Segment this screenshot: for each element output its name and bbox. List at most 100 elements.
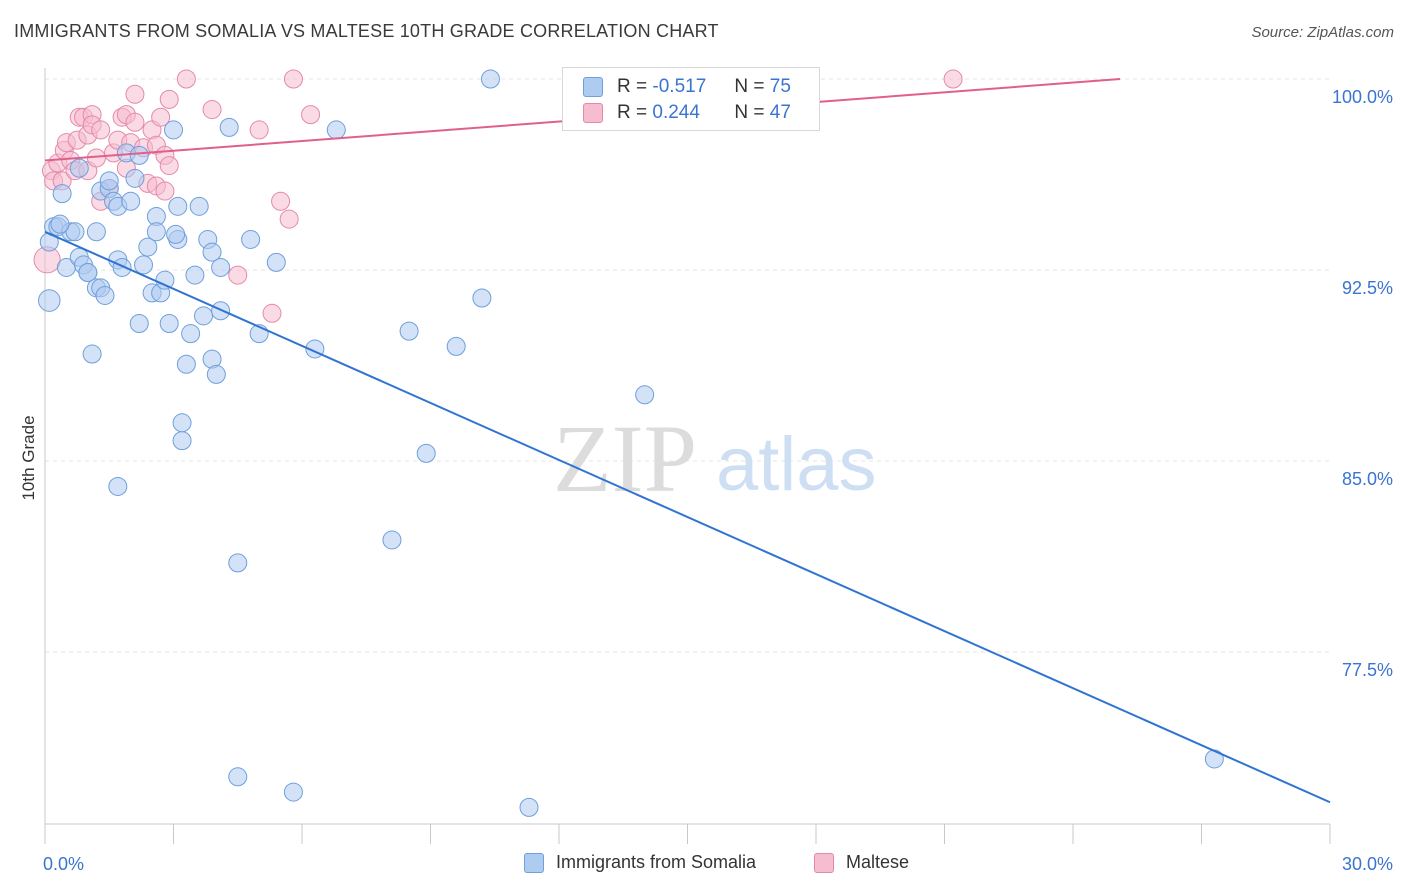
maltese-point [943, 69, 963, 89]
somalia-point [193, 306, 213, 326]
maltese-point [151, 107, 171, 127]
somalia-point [382, 530, 402, 550]
somalia-point [138, 237, 158, 257]
legend-row-somalia: R = -0.517 N = 75 [583, 75, 791, 99]
maltese-point [249, 120, 269, 140]
maltese-point [301, 105, 321, 125]
maltese-legend-label: Maltese [846, 852, 910, 872]
maltese-point [159, 156, 179, 176]
n-value-maltese: 47 [769, 102, 791, 123]
somalia-point [480, 69, 500, 89]
maltese-point [155, 181, 175, 201]
somalia-point [326, 120, 346, 140]
maltese-point [176, 69, 196, 89]
maltese-point [262, 303, 282, 323]
n-label: N = [734, 76, 765, 97]
somalia-point [82, 344, 102, 364]
n-value-somalia: 75 [769, 76, 791, 97]
watermark-atlas: atlas [716, 422, 877, 507]
somalia-point [159, 313, 179, 333]
somalia-point [519, 797, 539, 817]
somalia-point [125, 168, 145, 188]
y-tick-label: 92.5% [1342, 278, 1393, 298]
somalia-point [129, 145, 149, 165]
maltese-point [271, 191, 291, 211]
r-label: R = [617, 102, 648, 123]
somalia-point [121, 191, 141, 211]
somalia-point [228, 553, 248, 573]
maltese-point [125, 112, 145, 132]
somalia-point [266, 252, 286, 272]
legend-item-somalia[interactable]: Immigrants from Somalia [524, 852, 756, 873]
maltese-point [228, 265, 248, 285]
somalia-trend-line [44, 230, 1331, 804]
somalia-point [166, 224, 186, 244]
somalia-point [172, 431, 192, 451]
somalia-point [635, 385, 655, 405]
watermark: ZIP atlas [553, 405, 877, 512]
somalia-point [176, 354, 196, 374]
legend-item-maltese[interactable]: Maltese [814, 852, 909, 873]
maltese-swatch [583, 103, 603, 123]
somalia-legend-label: Immigrants from Somalia [556, 852, 757, 872]
maltese-point [125, 84, 145, 104]
somalia-point [38, 289, 61, 312]
somalia-point [78, 263, 98, 283]
somalia-point [416, 443, 436, 463]
maltese-point [91, 120, 111, 140]
somalia-point [219, 117, 239, 137]
watermark-zip: ZIP [553, 405, 697, 512]
maltese-point [202, 100, 222, 120]
somalia-point [146, 222, 166, 242]
somalia-point [99, 171, 119, 191]
n-label: N = [734, 102, 765, 123]
somalia-point [52, 184, 72, 204]
somalia-point [172, 413, 192, 433]
somalia-point [283, 782, 303, 802]
somalia-point [206, 364, 226, 384]
y-tick-label: 77.5% [1342, 660, 1393, 680]
x-tick-label: 0.0% [43, 854, 84, 874]
somalia-point [86, 222, 106, 242]
chart-title: IMMIGRANTS FROM SOMALIA VS MALTESE 10TH … [14, 21, 719, 41]
maltese-point [283, 69, 303, 89]
somalia-point [108, 476, 128, 496]
x-tick-label: 30.0% [1342, 854, 1393, 874]
somalia-point [112, 257, 132, 277]
somalia-point [181, 324, 201, 344]
somalia-point [50, 214, 70, 234]
r-label: R = [617, 76, 648, 97]
somalia-swatch [583, 77, 603, 97]
maltese-point [279, 209, 299, 229]
correlation-legend: R = -0.517 N = 75 R = 0.244 N = 47 [562, 67, 820, 131]
somalia-point [399, 321, 419, 341]
somalia-legend-swatch [524, 852, 544, 873]
legend-row-maltese: R = 0.244 N = 47 [583, 101, 791, 125]
y-tick-label: 100.0% [1332, 87, 1393, 107]
somalia-point [134, 255, 154, 275]
somalia-point [95, 285, 115, 305]
tick-labels: 100.0% 92.5% 85.0% 77.5% 0.0% 30.0% [43, 87, 1393, 874]
somalia-point [185, 265, 205, 285]
somalia-point [211, 257, 231, 277]
somalia-point [241, 229, 261, 249]
somalia-point [168, 196, 188, 216]
somalia-point [228, 767, 248, 787]
y-tick-label: 85.0% [1342, 469, 1393, 489]
source-label: Source: ZipAtlas.com [1251, 24, 1394, 41]
somalia-point [189, 196, 209, 216]
somalia-point [129, 313, 149, 333]
y-axis-label: 10th Grade [19, 415, 38, 500]
somalia-point [155, 270, 175, 290]
somalia-point [202, 242, 222, 262]
r-value-maltese: 0.244 [652, 102, 700, 123]
somalia-point [446, 336, 466, 356]
maltese-legend-swatch [814, 852, 834, 873]
axes [44, 68, 1331, 844]
somalia-point [65, 222, 85, 242]
somalia-points [38, 69, 1224, 817]
maltese-point [159, 89, 179, 109]
somalia-point [69, 158, 89, 178]
somalia-point [164, 120, 183, 140]
